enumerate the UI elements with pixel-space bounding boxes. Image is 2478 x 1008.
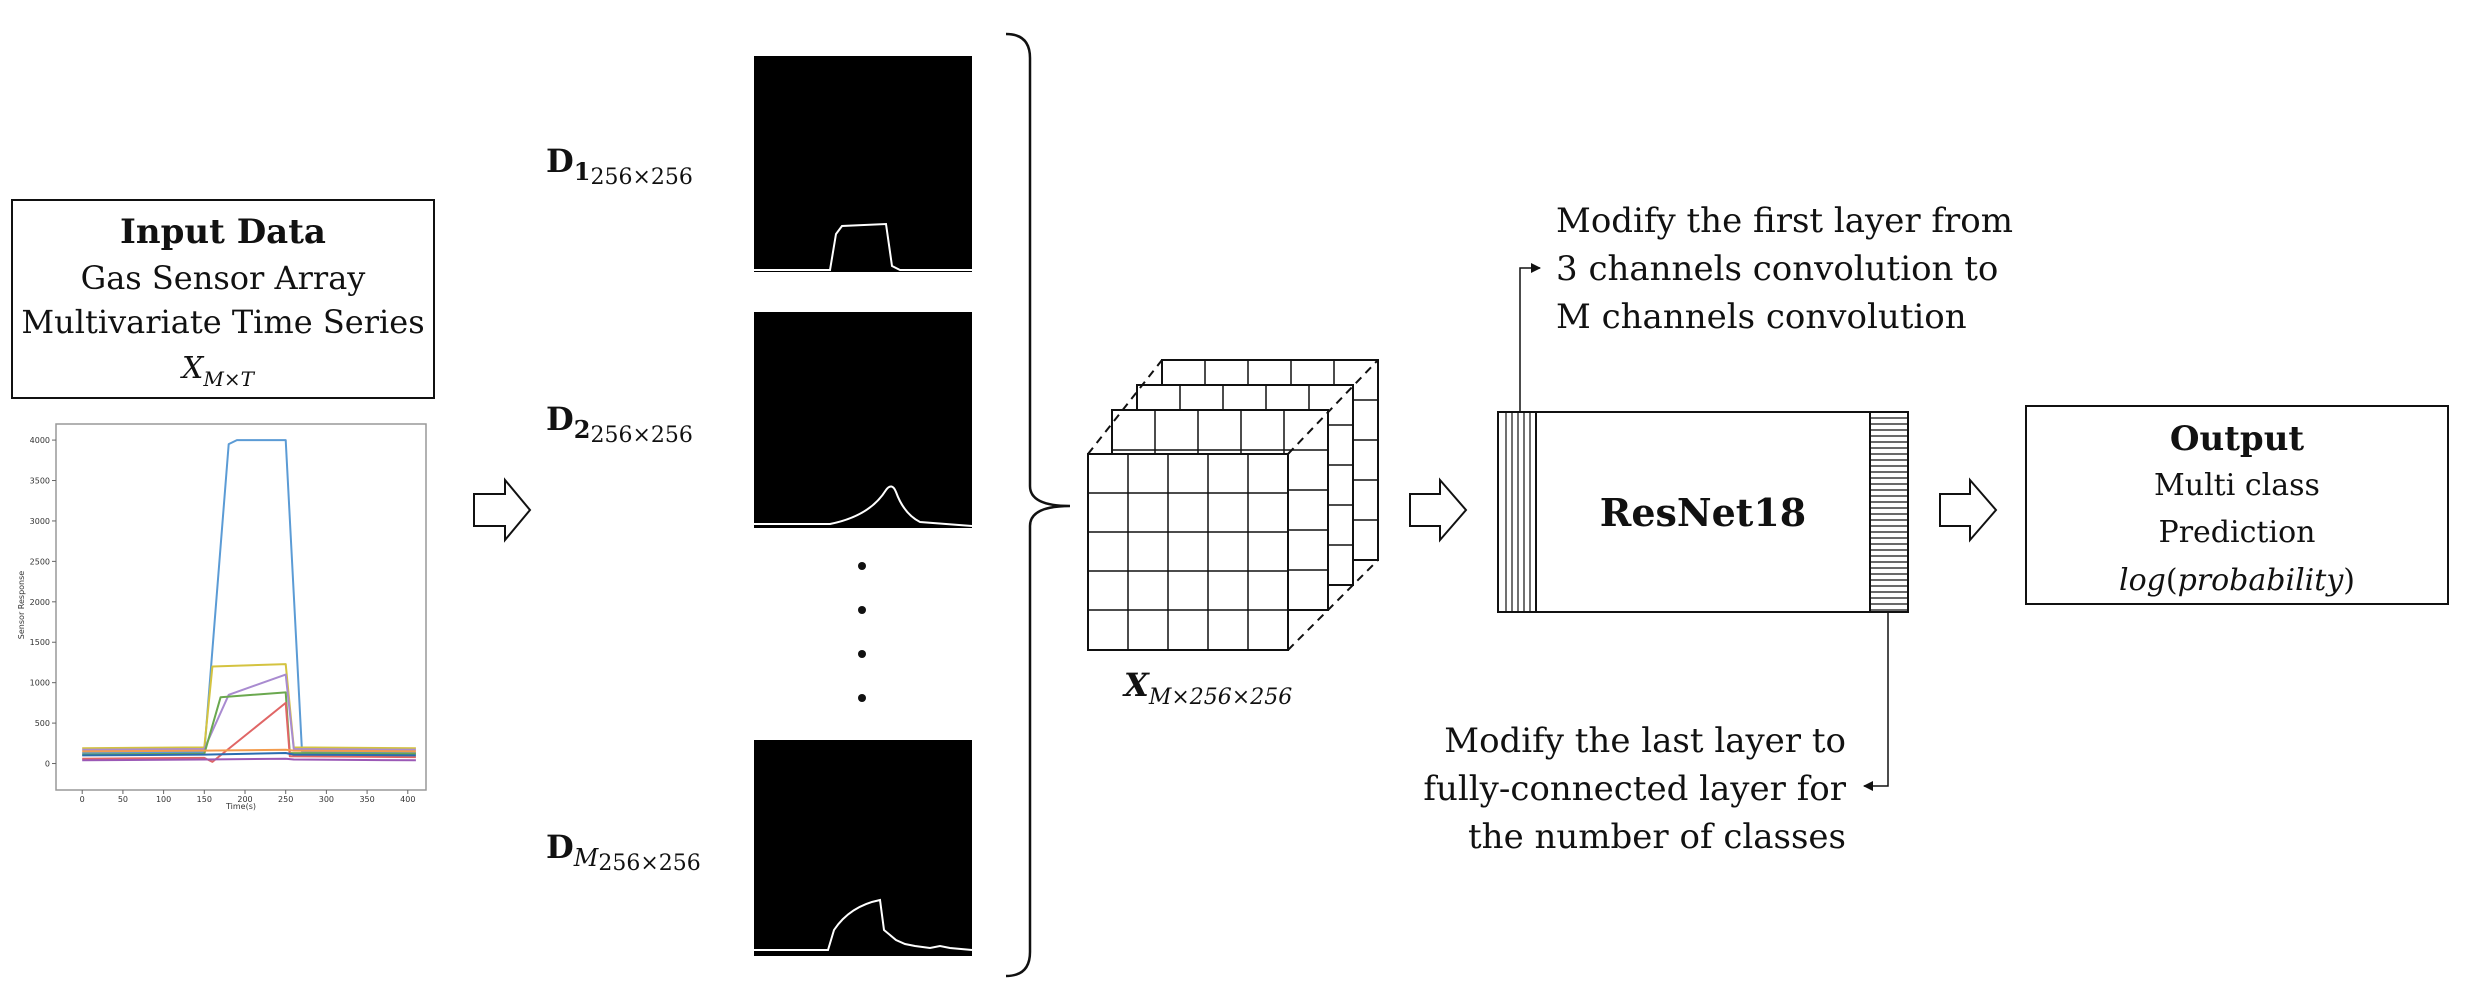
- x-tick-label: 250: [278, 795, 293, 804]
- connector-first-layer: [1519, 263, 1541, 412]
- series-line-8: [82, 757, 416, 762]
- image-label-dm: DM256×256: [546, 828, 701, 876]
- input-title: Input Data: [120, 212, 326, 252]
- annotation-bottom-line1: Modify the last layer to: [1444, 721, 1846, 761]
- tensor-cube: [1087, 359, 1379, 651]
- annotation-bottom-line3: the number of classes: [1468, 817, 1846, 857]
- series-line-7: [82, 752, 416, 757]
- sensor-response-plot: 0 50 100 150 200 250 300 350 4000500100015002000…: [17, 423, 427, 811]
- input-line1: Gas Sensor Array: [81, 259, 366, 297]
- x-tick-label: 0: [80, 795, 85, 804]
- dots-vertical: [858, 562, 866, 702]
- series-line-2: [82, 663, 416, 750]
- output-formula: log(probability): [2119, 563, 2355, 598]
- annotation-last-layer: Modify the last layer to fully-connected…: [1423, 721, 1846, 857]
- y-tick-label: 2500: [30, 557, 50, 566]
- x-tick-label: 200: [237, 795, 252, 804]
- y-tick-label: 0: [45, 760, 50, 769]
- connector-last-layer: [1863, 612, 1889, 791]
- x-tick-label: 300: [319, 795, 334, 804]
- input-symbol: XM×T: [180, 351, 256, 391]
- y-tick-label: 3500: [30, 477, 50, 486]
- y-tick-label: 4000: [30, 436, 50, 445]
- hollow-arrow-1: [473, 477, 532, 543]
- annotation-first-layer: Modify the first layer from 3 channels c…: [1556, 201, 2013, 337]
- resnet-label: ResNet18: [1600, 490, 1807, 535]
- output-box: Output Multi class Prediction log(probab…: [2025, 405, 2449, 605]
- annotation-top-line3: M channels convolution: [1556, 297, 1967, 337]
- output-line1: Multi class: [2154, 468, 2320, 503]
- output-title: Output: [2170, 419, 2305, 459]
- x-tick-label: 50: [118, 795, 128, 804]
- annotation-bottom-line2: fully-connected layer for: [1423, 769, 1846, 809]
- plot-ylabel: Sensor Response: [17, 571, 26, 639]
- output-line2: Prediction: [2159, 515, 2316, 550]
- hollow-arrow-3: [1939, 477, 1998, 543]
- image-label-d1: D1256×256: [546, 142, 693, 190]
- plot-frame: [55, 423, 427, 791]
- x-tick-label: 150: [197, 795, 212, 804]
- image-label-d2: D2256×256: [546, 400, 693, 448]
- y-tick-label: 500: [35, 719, 50, 728]
- x-tick-label: 400: [400, 795, 415, 804]
- x-tick-label: 350: [359, 795, 374, 804]
- y-tick-label: 3000: [30, 517, 50, 526]
- y-tick-label: 1500: [30, 638, 50, 647]
- series-line-3: [82, 673, 416, 751]
- curly-brace: [1005, 32, 1071, 978]
- resnet-block: ResNet18: [1497, 411, 1909, 613]
- image-d1: [754, 56, 972, 272]
- input-data-box: Input Data Gas Sensor Array Multivariate…: [11, 199, 435, 399]
- hollow-arrow-2: [1409, 477, 1468, 543]
- tensor-label: XM×256×256: [1122, 666, 1292, 710]
- last-layer-stripes: [1870, 417, 1908, 611]
- series-line-6: [82, 748, 416, 753]
- annotation-top-line1: Modify the first layer from: [1556, 201, 2013, 241]
- plot-xlabel: Time(s): [225, 802, 256, 811]
- y-tick-label: 2000: [30, 598, 50, 607]
- x-tick-label: 100: [156, 795, 171, 804]
- image-d2: [754, 312, 973, 528]
- y-tick-label: 1000: [30, 679, 50, 688]
- image-dm: [754, 740, 973, 956]
- annotation-top-line2: 3 channels convolution to: [1556, 249, 1998, 289]
- series-line-5: [82, 701, 416, 763]
- input-line2: Multivariate Time Series: [21, 303, 424, 341]
